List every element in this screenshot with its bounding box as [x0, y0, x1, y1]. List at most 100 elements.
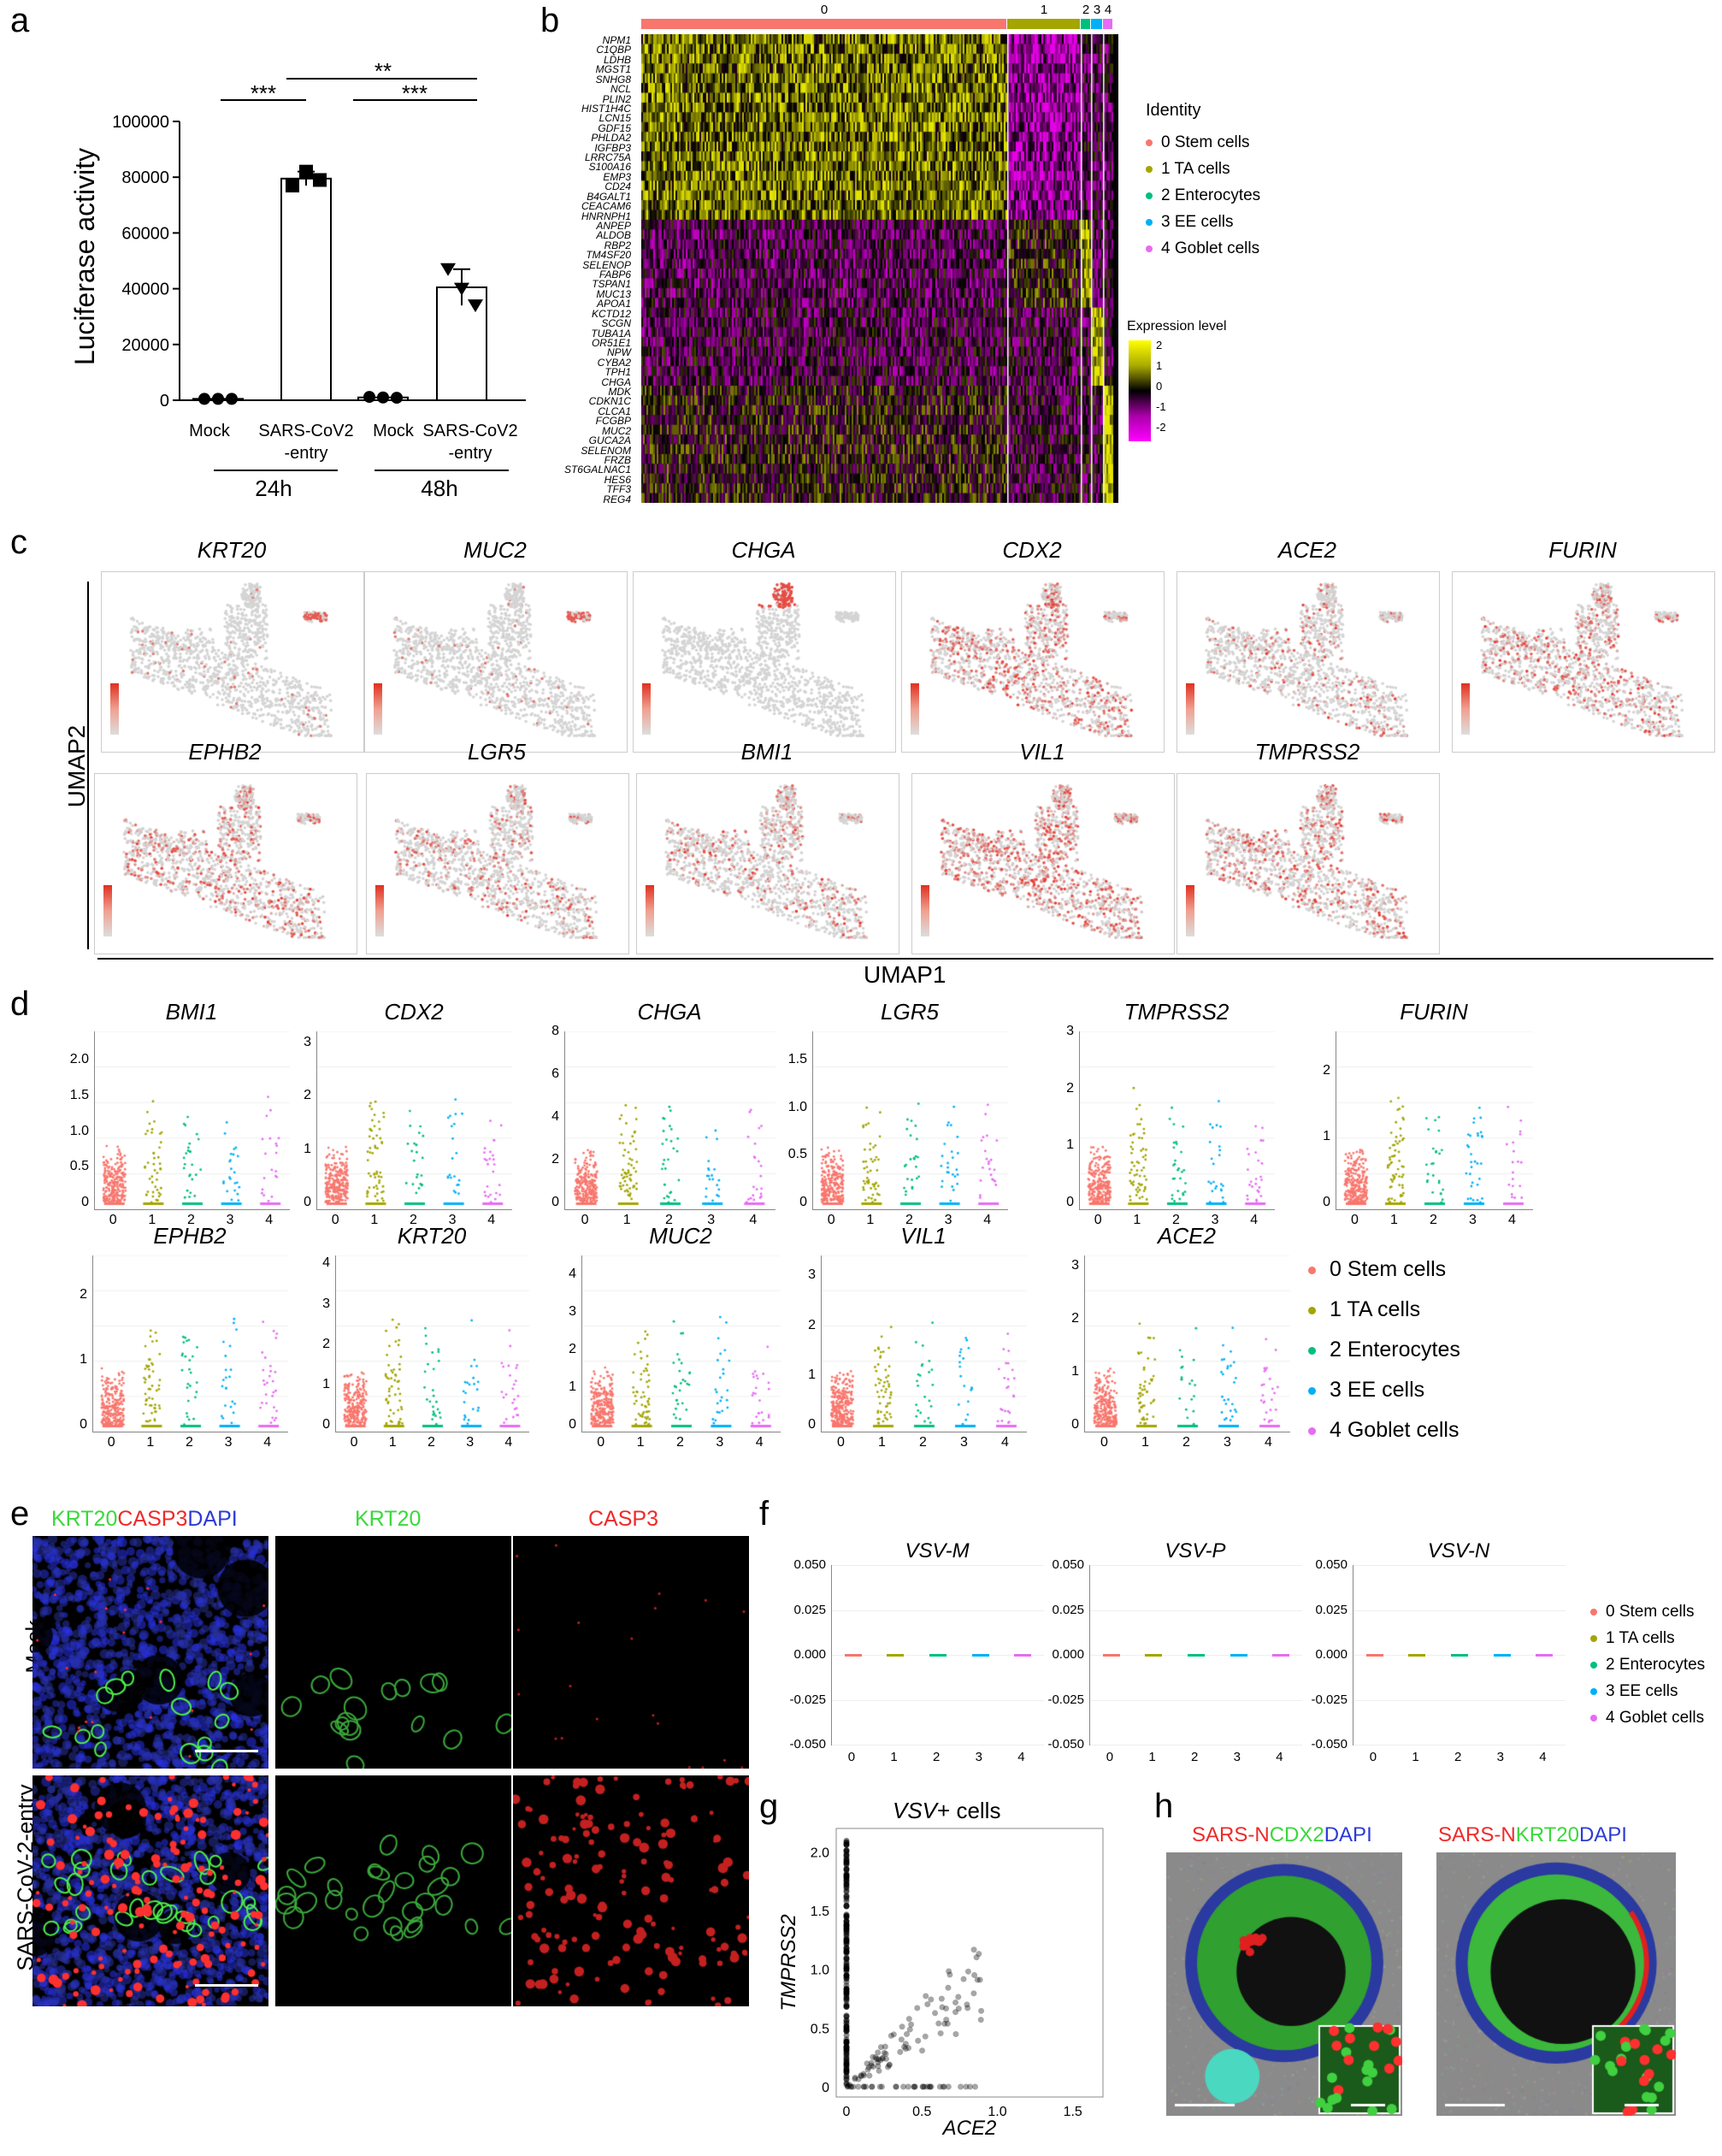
vsv-legend-label: 4 Goblet cells: [1606, 1709, 1705, 1727]
umap-scatter: [902, 572, 1164, 752]
colorbar-tick: -2: [1156, 421, 1166, 434]
scatter-point: [858, 2073, 864, 2080]
scatter-point: [843, 2080, 850, 2087]
chart-a-ylabel: Luciferase activity: [69, 148, 100, 365]
scatter-point: [843, 2013, 850, 2020]
scatter-point: [843, 1989, 850, 1996]
scatter-point: [843, 1937, 850, 1944]
vsv-x-tick: 3: [1233, 1750, 1241, 1764]
scatter-point: [939, 2004, 946, 2011]
scatter-point: [843, 2046, 850, 2053]
umap-gene-title: FURIN: [1548, 537, 1617, 563]
scatter-point: [843, 1948, 850, 1955]
violin-x-tick: 4: [1250, 1213, 1259, 1227]
casp3-column-title: CASP3: [588, 1507, 658, 1531]
identity-legend-label: 4 Goblet cells: [1161, 239, 1260, 257]
scatter-point: [943, 2005, 950, 2011]
scatter-point: [843, 1873, 850, 1880]
scatter-point: [938, 1995, 945, 2002]
cluster-zero-bar: [1230, 1654, 1247, 1657]
violin-gene-title: TMPRSS2: [1123, 999, 1230, 1025]
scatter-point: [843, 2046, 850, 2053]
scatter-point: [976, 1951, 982, 1958]
violin-y-tick: 0: [569, 1417, 576, 1432]
scatter-point: [843, 1856, 850, 1863]
scatter-point: [952, 1999, 959, 2005]
scatter-point: [843, 1991, 850, 1998]
scatter-point: [902, 2041, 909, 2047]
scatter-point: [843, 1959, 850, 1966]
y-tick-label: 40000: [121, 281, 169, 299]
scatter-point: [843, 1847, 850, 1854]
cluster-zero-bar: [1272, 1654, 1290, 1657]
vsv-x-tick: 0: [1369, 1750, 1377, 1764]
vsv-x-tick: 0: [1106, 1750, 1114, 1764]
panel-label-c: c: [10, 523, 27, 561]
scatter-point: [843, 1893, 850, 1899]
vsv-gene-title: VSV-P: [1165, 1539, 1226, 1562]
scatter-point: [843, 2023, 850, 2030]
vsv-y-tick: -0.025: [789, 1692, 826, 1707]
violin-plot: [564, 1031, 775, 1210]
heatmap-gene-label: ST6GALNAC1: [563, 464, 631, 476]
vsv-legend-label: 0 Stem cells: [1606, 1603, 1695, 1621]
violin-y-tick: 0.5: [787, 1147, 807, 1162]
violin-y-tick: 3: [808, 1267, 816, 1283]
violin-y-tick: 4: [569, 1267, 576, 1281]
violin-x-tick: 4: [1265, 1435, 1272, 1450]
scatter-point: [843, 2044, 850, 2051]
scatter-point: [963, 2083, 970, 2090]
scatter-point: [843, 1928, 850, 1934]
violin-y-tick: 0: [1066, 1195, 1074, 1209]
scatter-point: [865, 2064, 872, 2070]
vsv-x-tick: 2: [933, 1750, 941, 1764]
krt20-column-title: KRT20: [355, 1507, 422, 1531]
scatter-point: [843, 1982, 850, 1989]
scatter-point: [905, 2045, 912, 2052]
violin-plot: [335, 1255, 529, 1432]
scatter-point: [843, 1969, 850, 1976]
heatmap-gene-label: GUCA2A: [588, 434, 631, 447]
scatter-point: [915, 2037, 922, 2044]
scatter-point: [941, 2083, 947, 2090]
umap-plot: [636, 773, 899, 954]
heatmap-gene-label: CD24: [604, 180, 631, 193]
grid-line: [1353, 1699, 1566, 1701]
vsv-y-tick: 0.000: [1315, 1647, 1348, 1662]
scatter-point: [843, 1848, 850, 1855]
right-title-sarsn: SARS-N: [1438, 1823, 1516, 1846]
heatmap-gene-label: GDF15: [598, 121, 631, 134]
scatter-point: [843, 1922, 850, 1929]
violin-gene-title: CHGA: [637, 999, 702, 1025]
scatter-point: [843, 2062, 850, 2069]
scatter-x-tick: 1.5: [1064, 2105, 1082, 2119]
scatter-point: [843, 1994, 850, 2000]
right-title-dapi: DAPI: [1578, 1823, 1627, 1846]
scatter-point: [852, 2074, 858, 2081]
scatter-point: [868, 2059, 875, 2066]
violin-y-tick: 1: [304, 1141, 311, 1156]
scatter-point: [843, 1865, 850, 1872]
scatter-point: [843, 1955, 850, 1962]
micrograph-sars-krt20: [275, 1775, 511, 2006]
heatmap-gene-label: MUC13: [596, 287, 631, 300]
scatter-point: [843, 1944, 850, 1951]
scatter-point: [843, 2038, 850, 2045]
scatter-point: [924, 2001, 931, 2008]
violin-y-tick: 1: [80, 1351, 87, 1367]
scatter-point: [843, 2028, 850, 2035]
cluster-zero-bar: [1188, 1654, 1205, 1657]
y-tick-label: 0: [160, 392, 169, 411]
scatter-point: [843, 2047, 850, 2053]
violin-gene-title: ACE2: [1158, 1223, 1216, 1249]
violin-y-tick: 0: [81, 1195, 89, 1209]
violin-plot: [1084, 1255, 1290, 1432]
umap-colorbar: [375, 885, 384, 936]
legend-dot: [1590, 1661, 1597, 1669]
violin-scatter: [1080, 1031, 1275, 1209]
micrograph-mock-casp3: [513, 1536, 749, 1769]
scatter-point: [906, 2026, 913, 2033]
vsv-y-tick: 0.025: [1052, 1602, 1084, 1617]
scatter-point: [843, 1936, 850, 1943]
heatmap-gene-label: OR51E1: [591, 336, 631, 349]
